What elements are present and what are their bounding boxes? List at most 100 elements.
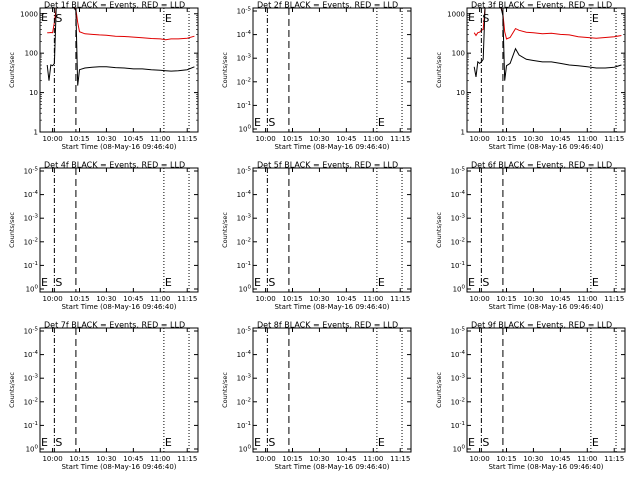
y-tick-label: 100 [239, 445, 252, 454]
y-tick-label: 1000 [447, 10, 465, 18]
marker-s-label: S [55, 12, 62, 25]
x-tick-label: 11:15 [604, 455, 624, 463]
marker-s-label: S [55, 276, 62, 289]
x-tick-label: 11:15 [604, 295, 624, 303]
y-axis-label: Counts/sec [8, 372, 16, 408]
x-axis-label: Start Time (08-May-16 09:46:40) [61, 143, 176, 151]
marker-end-label: E [592, 276, 599, 289]
y-tick-label: 10-2 [237, 237, 251, 246]
panel-title: Det 5f BLACK = Events, RED = LLD [257, 161, 398, 170]
x-tick-label: 10:30 [309, 455, 329, 463]
x-tick-label: 10:30 [96, 135, 116, 143]
y-tick-label: 10-2 [237, 77, 251, 86]
x-tick-label: 10:30 [523, 455, 543, 463]
marker-end-label: E [165, 276, 172, 289]
panel-det-3: Det 3f BLACK = Events, RED = LLD Counts/s… [435, 1, 626, 151]
marker-s-label: S [268, 276, 275, 289]
y-tick-label: 10-5 [24, 327, 39, 336]
y-tick-label: 10-4 [24, 190, 39, 199]
y-axis-label: Counts/sec [8, 212, 16, 248]
x-tick-label: 11:15 [604, 135, 624, 143]
y-tick-label: 10-1 [237, 421, 251, 430]
plot-frame [252, 167, 412, 293]
x-tick-label: 10:15 [282, 455, 302, 463]
x-tick-label: 10:45 [123, 455, 143, 463]
marker-start-label: E [41, 11, 48, 24]
x-tick-label: 10:30 [523, 295, 543, 303]
y-tick-label: 1000 [20, 10, 38, 18]
y-tick-label: 10-3 [237, 214, 252, 223]
marker-start-label: E [254, 436, 261, 449]
panel-det-7: Det 7f BLACK = Events, RED = LLD Counts/s… [8, 321, 199, 471]
y-tick-label: 10-4 [237, 190, 252, 199]
x-tick-label: 11:15 [177, 455, 197, 463]
x-axis-label: Start Time (08-May-16 09:46:40) [488, 303, 603, 311]
y-tick-label: 10-2 [24, 397, 38, 406]
marker-s-label: S [482, 436, 489, 449]
y-tick-label: 10-3 [451, 374, 466, 383]
y-tick-label: 10-4 [237, 350, 252, 359]
y-tick-label: 10-3 [451, 214, 466, 223]
x-tick-label: 10:00 [469, 295, 489, 303]
plot-frame [252, 327, 412, 453]
plot-frame [466, 7, 626, 133]
y-tick-label: 10-5 [237, 327, 252, 336]
x-tick-label: 10:15 [282, 135, 302, 143]
x-tick-label: 10:15 [69, 455, 89, 463]
y-tick-label: 10-2 [451, 237, 465, 246]
x-tick-label: 11:00 [363, 135, 383, 143]
x-tick-label: 11:15 [390, 295, 410, 303]
y-tick-label: 10-4 [24, 350, 39, 359]
y-tick-label: 10-1 [237, 261, 251, 270]
marker-end-label: E [378, 276, 385, 289]
y-axis-label: Counts/sec [435, 52, 443, 88]
x-tick-label: 10:45 [550, 295, 570, 303]
x-tick-label: 10:00 [42, 295, 62, 303]
y-tick-label: 10-2 [237, 397, 251, 406]
y-tick-label: 10-5 [451, 327, 466, 336]
marker-start-label: E [254, 276, 261, 289]
x-tick-label: 11:15 [390, 455, 410, 463]
x-tick-label: 10:30 [523, 135, 543, 143]
y-tick-label: 10-3 [237, 374, 252, 383]
y-tick-label: 10-1 [451, 421, 465, 430]
marker-start-label: E [468, 11, 475, 24]
x-tick-label: 10:15 [496, 455, 516, 463]
x-tick-label: 10:00 [42, 455, 62, 463]
x-axis-label: Start Time (08-May-16 09:46:40) [274, 463, 389, 471]
panel-title: Det 3f BLACK = Events, RED = LLD [471, 1, 612, 10]
panel-det-1: Det 1f BLACK = Events, RED = LLD Counts/s… [8, 1, 199, 151]
x-tick-label: 10:00 [255, 455, 275, 463]
y-tick-label: 10 [29, 89, 38, 97]
y-tick-label: 10 [456, 89, 465, 97]
marker-start-label: E [41, 276, 48, 289]
y-tick-label: 10-3 [237, 54, 252, 63]
x-axis-label: Start Time (08-May-16 09:46:40) [488, 463, 603, 471]
marker-start-label: E [41, 436, 48, 449]
x-tick-label: 10:45 [336, 295, 356, 303]
marker-start-label: E [468, 276, 475, 289]
x-tick-label: 11:00 [150, 135, 170, 143]
y-tick-label: 10-5 [451, 167, 466, 176]
y-tick-label: 10-2 [24, 237, 38, 246]
y-tick-label: 1 [34, 129, 38, 137]
x-tick-label: 11:00 [577, 135, 597, 143]
x-tick-label: 11:00 [577, 455, 597, 463]
x-tick-label: 10:45 [550, 455, 570, 463]
x-tick-label: 10:00 [42, 135, 62, 143]
x-tick-label: 11:15 [177, 295, 197, 303]
x-tick-label: 10:15 [69, 135, 89, 143]
panel-det-2: Det 2f BLACK = Events, RED = LLD Counts/s… [221, 1, 412, 151]
x-tick-label: 10:45 [123, 135, 143, 143]
marker-end-label: E [165, 436, 172, 449]
x-tick-label: 10:00 [255, 295, 275, 303]
panel-title: Det 2f BLACK = Events, RED = LLD [257, 1, 398, 10]
y-axis-label: Counts/sec [8, 52, 16, 88]
plot-frame [39, 167, 199, 293]
y-tick-label: 10-5 [24, 167, 39, 176]
marker-s-label: S [55, 436, 62, 449]
x-tick-label: 10:15 [496, 295, 516, 303]
panel-title: Det 8f BLACK = Events, RED = LLD [257, 321, 398, 330]
